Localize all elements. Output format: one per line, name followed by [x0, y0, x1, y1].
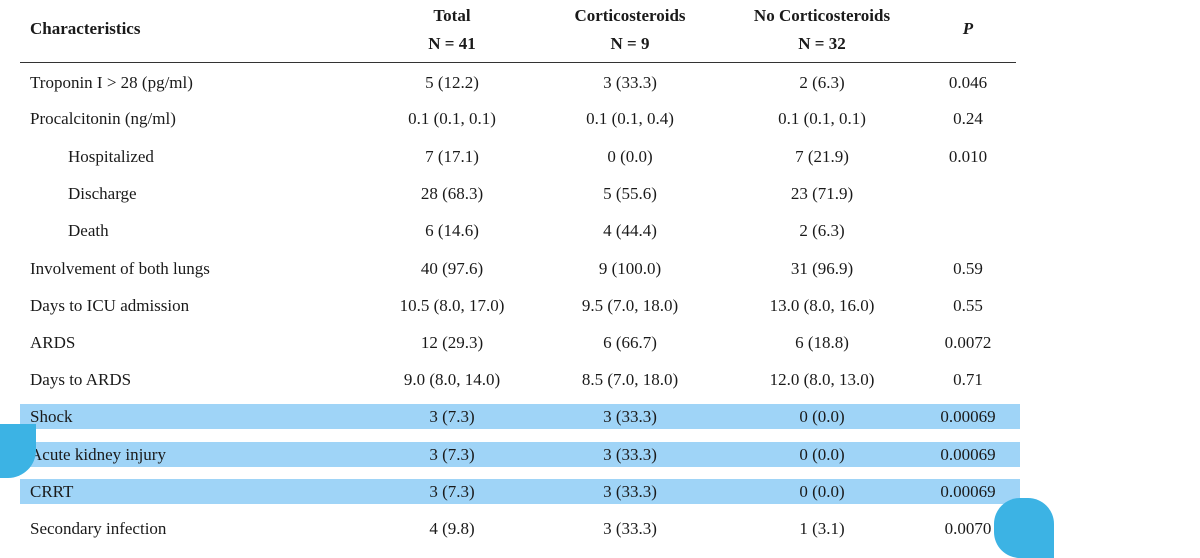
cell-no-corticosteroids: 2 (6.3): [799, 221, 845, 240]
cell-no-corticosteroids: 31 (96.9): [790, 259, 854, 278]
cell-total: 0.1 (0.1, 0.1): [408, 109, 496, 128]
cell-p-value: 0.046: [948, 73, 988, 92]
table-row: Acute kidney injury 3 (7.3) 3 (33.3) 0 (0.0…: [20, 442, 1020, 467]
header-total-n: N = 41: [428, 34, 476, 53]
header-p-value: P: [962, 19, 974, 38]
cell-corticosteroids: 3 (33.3): [603, 73, 657, 92]
table-row: CRRT 3 (7.3) 3 (33.3) 0 (0.0) 0.00069: [20, 479, 1020, 504]
header-no-corticosteroids: No Corticosteroids N = 32: [742, 2, 902, 58]
row-label: CRRT: [30, 482, 74, 501]
header-total: Total N = 41: [372, 2, 532, 58]
cell-p-value: 0.0072: [944, 333, 992, 352]
cell-total: 3 (7.3): [429, 482, 475, 501]
table-row: Hospitalized 7 (17.1) 0 (0.0) 7 (21.9) 0.010: [20, 144, 1020, 169]
row-label: Days to ICU admission: [30, 296, 190, 315]
cell-corticosteroids: 9 (100.0): [598, 259, 662, 278]
cell-total: 3 (7.3): [429, 407, 475, 426]
cell-total: 5 (12.2): [425, 73, 479, 92]
selection-end-handle[interactable]: [994, 498, 1054, 558]
cell-no-corticosteroids: 12.0 (8.0, 13.0): [769, 370, 875, 389]
table-header: Characteristics Total N = 41 Corticoster…: [20, 0, 1016, 63]
cell-total: 10.5 (8.0, 17.0): [399, 296, 505, 315]
cell-total: 3 (7.3): [429, 445, 475, 464]
header-nocortico-n: N = 32: [798, 34, 846, 53]
cell-p-value: 0.0070: [944, 519, 992, 538]
cell-no-corticosteroids: 0 (0.0): [799, 407, 845, 426]
cell-total: 4 (9.8): [429, 519, 475, 538]
row-label: Death: [68, 221, 109, 240]
table-row: Death 6 (14.6) 4 (44.4) 2 (6.3): [20, 218, 1020, 243]
header-total-label: Total: [433, 6, 471, 25]
cell-corticosteroids: 6 (66.7): [603, 333, 657, 352]
cell-total: 9.0 (8.0, 14.0): [403, 370, 501, 389]
row-label: Discharge: [68, 184, 137, 203]
cell-no-corticosteroids: 0.1 (0.1, 0.1): [778, 109, 866, 128]
cell-corticosteroids: 0.1 (0.1, 0.4): [586, 109, 674, 128]
cell-corticosteroids: 3 (33.3): [603, 482, 657, 501]
header-cortico-n: N = 9: [610, 34, 650, 53]
cell-p-value: 0.55: [953, 296, 983, 315]
cell-p-value: 0.24: [953, 109, 983, 128]
header-corticosteroids: Corticosteroids N = 9: [550, 2, 710, 58]
cell-p-value: 0.00069: [940, 482, 996, 501]
cell-total: 12 (29.3): [420, 333, 484, 352]
cell-corticosteroids: 3 (33.3): [603, 519, 657, 538]
row-label: Procalcitonin (ng/ml): [30, 109, 176, 128]
cell-p-value: 0.00069: [940, 445, 996, 464]
cell-corticosteroids: 8.5 (7.0, 18.0): [581, 370, 679, 389]
cell-no-corticosteroids: 6 (18.8): [795, 333, 849, 352]
cell-total: 40 (97.6): [420, 259, 484, 278]
cell-corticosteroids: 9.5 (7.0, 18.0): [581, 296, 679, 315]
cell-corticosteroids: 3 (33.3): [603, 445, 657, 464]
cell-total: 6 (14.6): [425, 221, 479, 240]
row-label: ARDS: [30, 333, 76, 352]
row-label: Hospitalized: [68, 147, 154, 166]
cell-p-value: 0.010: [948, 147, 988, 166]
table-row: Days to ICU admission 10.5 (8.0, 17.0) 9.5…: [20, 293, 1020, 318]
table-row: Shock 3 (7.3) 3 (33.3) 0 (0.0) 0.00069: [20, 404, 1020, 429]
header-nocortico-label: No Corticosteroids: [753, 6, 891, 25]
table-row: Discharge 28 (68.3) 5 (55.6) 23 (71.9): [20, 181, 1020, 206]
row-label: Shock: [30, 407, 73, 426]
cell-no-corticosteroids: 0 (0.0): [799, 445, 845, 464]
table-row: ARDS 12 (29.3) 6 (66.7) 6 (18.8) 0.0072: [20, 330, 1020, 355]
cell-no-corticosteroids: 7 (21.9): [795, 147, 849, 166]
row-label: Involvement of both lungs: [30, 259, 210, 278]
cell-p-value: 0.59: [953, 259, 983, 278]
cell-corticosteroids: 0 (0.0): [607, 147, 653, 166]
table-row: Troponin I > 28 (pg/ml) 5 (12.2) 3 (33.3) 2…: [20, 70, 1020, 95]
cell-corticosteroids: 3 (33.3): [603, 407, 657, 426]
cell-no-corticosteroids: 2 (6.3): [799, 73, 845, 92]
selection-start-handle[interactable]: [0, 424, 36, 478]
cell-total: 7 (17.1): [425, 147, 479, 166]
row-label: Acute kidney injury: [30, 445, 166, 464]
cell-total: 28 (68.3): [420, 184, 484, 203]
cell-corticosteroids: 5 (55.6): [603, 184, 657, 203]
row-label: Days to ARDS: [30, 370, 132, 389]
header-characteristics: Characteristics: [30, 19, 141, 38]
row-label: Troponin I > 28 (pg/ml): [30, 73, 193, 92]
cell-corticosteroids: 4 (44.4): [603, 221, 657, 240]
table-row: Secondary infection 4 (9.8) 3 (33.3) 1 (3.1…: [20, 516, 1020, 541]
cell-no-corticosteroids: 13.0 (8.0, 16.0): [769, 296, 875, 315]
table-row: Involvement of both lungs 40 (97.6) 9 (100…: [20, 256, 1020, 281]
table-row: Procalcitonin (ng/ml) 0.1 (0.1, 0.1) 0.1 (…: [20, 106, 1020, 131]
cell-p-value: 0.71: [953, 370, 983, 389]
cell-no-corticosteroids: 1 (3.1): [799, 519, 845, 538]
header-cortico-label: Corticosteroids: [574, 6, 686, 25]
table-row: Days to ARDS 9.0 (8.0, 14.0) 8.5 (7.0, 18.…: [20, 367, 1020, 392]
cell-no-corticosteroids: 23 (71.9): [790, 184, 854, 203]
results-table: Characteristics Total N = 41 Corticoster…: [20, 0, 1020, 63]
row-label: Secondary infection: [30, 519, 167, 538]
cell-p-value: 0.00069: [940, 407, 996, 426]
cell-no-corticosteroids: 0 (0.0): [799, 482, 845, 501]
